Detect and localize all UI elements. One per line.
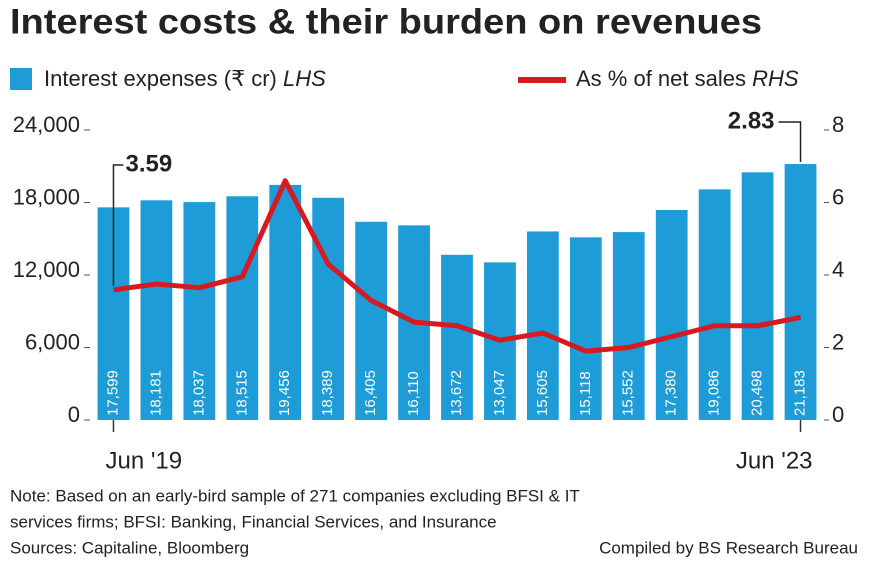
y2-tick-label: 8 <box>832 112 844 137</box>
value-label: 20,498 <box>749 370 766 416</box>
note: services firms; BFSI: Banking, Financial… <box>10 512 497 531</box>
bar <box>526 231 559 420</box>
annotation: 2.83 <box>728 107 775 134</box>
legend-name: As % of net sales <box>576 66 746 91</box>
bar <box>569 237 602 420</box>
bar <box>312 197 345 420</box>
x-tick-label: Jun '19 <box>105 447 182 474</box>
value-label: 18,389 <box>319 370 336 416</box>
bar <box>140 200 173 420</box>
y2-tick-label: 4 <box>832 257 844 282</box>
bar <box>784 164 817 420</box>
value-label: 16,405 <box>362 370 379 416</box>
bar <box>741 172 774 420</box>
annotation-leader <box>778 121 802 163</box>
legend-axis-note: LHS <box>283 66 326 91</box>
value-label: 17,380 <box>663 370 680 416</box>
value-label: 16,110 <box>405 371 422 416</box>
bar <box>355 221 388 420</box>
y2-tick-label: 2 <box>832 329 844 354</box>
value-label: 17,599 <box>104 370 121 416</box>
annotation: 3.59 <box>125 150 172 177</box>
bar <box>698 189 731 420</box>
note: Sources: Capitaline, Bloomberg <box>10 538 249 557</box>
y-tick-label: 6,000 <box>25 329 80 354</box>
x-tick-label: Jun '23 <box>736 447 813 474</box>
note: Note: Based on an early-bird sample of 2… <box>10 486 580 505</box>
value-label: 15,118 <box>577 371 594 416</box>
legend-axis-note: RHS <box>752 66 799 91</box>
line <box>113 178 802 354</box>
bar <box>441 254 473 420</box>
legend-name: Interest expenses (₹ cr) <box>44 66 277 91</box>
value-label: 13,047 <box>491 370 508 416</box>
bar <box>655 209 688 420</box>
y-tick-label: 12,000 <box>13 257 80 282</box>
value-label: 19,086 <box>706 370 723 416</box>
y2-tick-label: 0 <box>832 402 844 427</box>
value-label: 15,605 <box>534 370 551 416</box>
y-tick-label: 0 <box>68 402 80 427</box>
bar <box>226 196 259 420</box>
value-label: 19,456 <box>276 370 293 416</box>
value-label: 21,183 <box>791 370 808 416</box>
credit: Compiled by BS Research Bureau <box>599 538 858 557</box>
value-label: 13,672 <box>448 370 465 416</box>
y-tick-label: 18,000 <box>13 184 80 209</box>
value-label: 18,515 <box>233 370 250 416</box>
y2-tick-label: 6 <box>832 184 844 209</box>
bar <box>269 184 302 420</box>
legend-entry: Interest expenses (₹ cr) LHS <box>44 66 326 91</box>
annotation-leader <box>112 164 124 286</box>
bar <box>612 232 645 420</box>
y-tick-label: 24,000 <box>13 112 80 137</box>
value-label: 18,037 <box>190 370 207 416</box>
bar <box>183 202 216 420</box>
value-label: 15,552 <box>620 370 637 416</box>
legend-entry: As % of net sales RHS <box>576 66 799 91</box>
legend-swatch <box>10 68 32 90</box>
chart-title: Interest costs & their burden on revenue… <box>10 2 762 41</box>
value-label: 18,181 <box>147 370 164 416</box>
